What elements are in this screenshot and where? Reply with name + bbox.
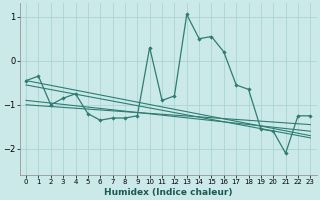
X-axis label: Humidex (Indice chaleur): Humidex (Indice chaleur) — [104, 188, 232, 197]
